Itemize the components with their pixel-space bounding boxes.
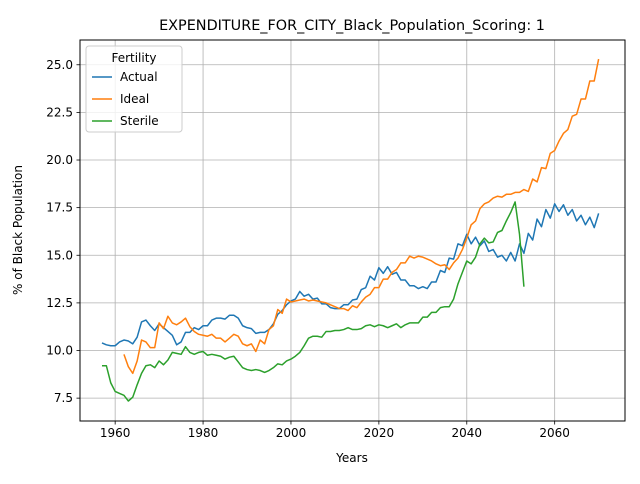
x-tick-label: 1980: [188, 426, 219, 440]
plot-frame: [79, 39, 626, 422]
y-tick-label: 20.0: [46, 153, 73, 167]
grid-layer: [80, 40, 625, 421]
y-tick-label: 12.5: [46, 296, 73, 310]
x-tick-label: 1960: [100, 426, 131, 440]
legend-label-sterile: Sterile: [120, 114, 159, 128]
x-tick-label: 2000: [276, 426, 307, 440]
legend-title: Fertility: [111, 51, 156, 65]
x-axis-label: Years: [335, 451, 368, 465]
legend: Fertility Actual Ideal Sterile: [85, 45, 183, 133]
series-line-actual: [101, 203, 600, 347]
y-tick-label: 7.5: [54, 391, 73, 405]
y-tick-label: 10.0: [46, 344, 73, 358]
x-tick-label: 2040: [452, 426, 483, 440]
x-tick-label: 2060: [539, 426, 570, 440]
legend-entries: Actual Ideal Sterile: [92, 70, 159, 128]
series-line-sterile: [101, 201, 525, 402]
legend-box: [85, 45, 183, 133]
x-tick-label: 2020: [364, 426, 395, 440]
y-axis-label: % of Black Population: [11, 165, 25, 295]
y-tick-label: 22.5: [46, 105, 73, 119]
y-tick-label: 25.0: [46, 58, 73, 72]
y-tick-label: 15.0: [46, 248, 73, 262]
legend-label-actual: Actual: [120, 70, 158, 84]
chart-title: EXPENDITURE_FOR_CITY_Black_Population_Sc…: [159, 18, 545, 34]
series-layer: [101, 58, 600, 402]
tick-layer: 1960 1980 2000 2020 2040 2060 7.5 10.0 12.5 15.0 1…: [46, 58, 570, 440]
y-tick-label: 17.5: [46, 201, 73, 215]
legend-label-ideal: Ideal: [120, 92, 149, 106]
series-line-ideal: [123, 58, 600, 375]
